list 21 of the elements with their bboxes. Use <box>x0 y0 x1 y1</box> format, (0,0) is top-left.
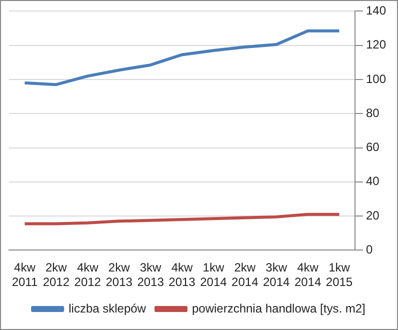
x-tick-label: 4kw 2014 <box>294 260 322 290</box>
y-tick-label: 120 <box>366 38 386 52</box>
y-tick-label: 0 <box>366 242 373 257</box>
x-tick-label: 1kw 2014 <box>200 260 228 290</box>
x-tick-label: 2kw 2013 <box>106 260 133 290</box>
legend-label: powierzchnia handlowa [tys. m2] <box>192 301 366 316</box>
x-tick-label: 4kw 2013 <box>168 260 196 290</box>
x-tick-label: 2kw 2012 <box>42 260 70 290</box>
x-tick-label: 4kw 2011 <box>12 260 38 290</box>
legend-label: liczba sklepów <box>68 301 146 316</box>
y-tick-label: 140 <box>366 4 386 18</box>
x-tick-label: 4kw 2012 <box>74 260 102 290</box>
y-tick-label: 60 <box>366 140 380 154</box>
y-tick-label: 40 <box>366 174 380 188</box>
x-tick-label: 3kw 2014 <box>262 260 290 290</box>
y-tick-label: 20 <box>366 208 380 222</box>
y-tick-label: 100 <box>366 72 386 86</box>
x-tick-label: 1kw 2015 <box>326 260 353 290</box>
x-tick-label: 3kw 2013 <box>137 260 164 290</box>
x-tick-label: 2kw 2014 <box>232 260 259 290</box>
y-tick-label: 80 <box>366 106 380 120</box>
